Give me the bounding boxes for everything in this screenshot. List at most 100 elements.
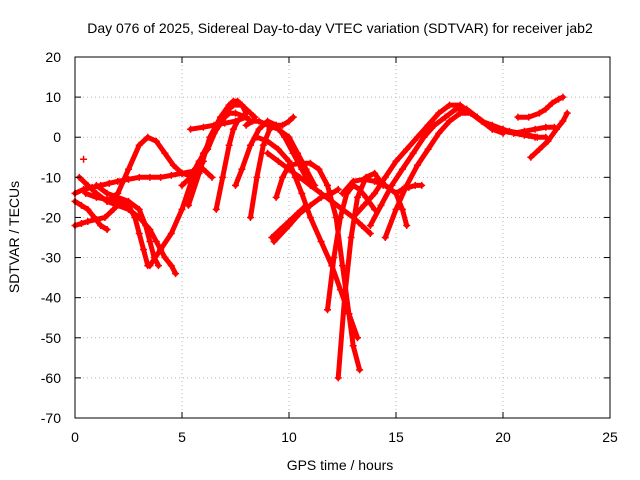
data-point-marker [306,213,314,221]
data-point-marker [77,201,85,209]
data-point-marker [157,246,165,254]
data-point-marker [381,181,389,189]
series-line [515,94,566,120]
data-point-marker [80,155,88,163]
data-point-marker [206,133,214,141]
x-tick-label: 10 [281,429,297,445]
data-point-marker [242,113,250,121]
data-point-marker [531,125,539,133]
data-point-marker [467,109,475,117]
data-point-marker [411,181,419,189]
data-point-marker [542,123,550,131]
data-point-marker [92,193,100,201]
data-point-marker [131,213,139,221]
data-point-marker [413,161,421,169]
data-point-marker [371,169,379,177]
y-axis-label: SDTVAR / TECUs [6,181,22,293]
data-point-marker [135,205,143,213]
data-point-marker [187,125,195,133]
data-point-marker [349,213,357,221]
data-point-marker [178,181,186,189]
data-point-marker [274,145,282,153]
series-arc-11 [184,97,250,209]
data-point-marker [330,254,338,262]
data-point-marker [377,201,385,209]
data-point-marker [208,173,216,181]
data-point-marker [285,133,293,141]
data-point-marker [353,334,361,342]
data-point-marker [217,113,225,121]
data-point-marker [306,181,314,189]
data-point-marker [360,201,368,209]
data-point-marker [353,193,361,201]
data-point-marker [403,221,411,229]
data-point-marker [229,125,237,133]
data-point-marker [446,101,453,109]
y-tick-label: 0 [53,129,61,145]
data-point-marker [336,286,344,294]
data-point-marker [199,123,207,131]
data-point-marker [446,117,453,125]
data-point-marker [268,234,276,241]
data-point-marker [152,238,160,246]
data-point-marker [219,173,227,181]
data-point-marker [548,99,556,107]
data-point-marker [184,201,192,209]
data-series-group [71,93,571,382]
data-point-marker [232,109,239,117]
data-point-marker [542,105,550,113]
data-point-marker [255,117,263,125]
data-point-marker [317,238,325,246]
series-arc-20 [272,159,364,374]
data-point-marker [139,246,147,254]
data-point-marker [324,181,332,189]
data-point-marker [84,217,92,225]
data-point-marker [349,177,357,185]
data-point-marker [317,193,325,201]
data-point-marker [270,238,278,246]
data-point-marker [225,141,233,149]
data-point-marker [221,119,229,127]
data-point-marker [264,149,272,157]
data-point-marker [302,165,310,173]
data-point-marker [345,310,353,318]
data-point-marker [97,221,105,229]
data-point-marker [238,101,246,109]
data-point-marker [296,173,304,181]
data-point-marker [535,109,543,117]
y-tick-label: -30 [41,250,61,266]
data-point-marker [324,306,332,314]
data-point-marker [499,127,507,135]
data-point-marker [388,181,396,189]
data-point-marker [84,205,92,213]
data-point-marker [456,109,464,117]
data-point-marker [341,294,349,302]
data-point-marker [234,97,242,105]
data-point-marker [90,213,98,221]
y-tick-label: -70 [41,410,61,426]
data-point-marker [488,125,496,133]
data-point-marker [315,165,323,173]
data-point-marker [253,133,261,141]
data-point-marker [306,201,314,209]
data-point-marker [520,127,528,135]
data-point-marker [435,129,443,137]
series-arc-7 [80,155,88,163]
series-arc-22 [324,181,379,314]
data-point-marker [555,95,563,103]
x-tick-label: 20 [495,429,511,445]
y-tick-label: 20 [45,49,61,65]
plot-frame [74,56,611,419]
data-point-marker [294,149,302,157]
data-point-marker [146,262,154,270]
data-point-marker [110,205,118,213]
y-tick-label: -50 [41,330,61,346]
series-arc-13 [187,113,254,133]
data-point-marker [77,219,85,227]
data-point-marker [366,221,374,229]
data-point-marker [274,157,282,165]
data-point-marker [544,137,552,145]
data-point-marker [279,173,287,181]
data-point-marker [525,113,533,121]
data-point-marker [169,161,177,169]
